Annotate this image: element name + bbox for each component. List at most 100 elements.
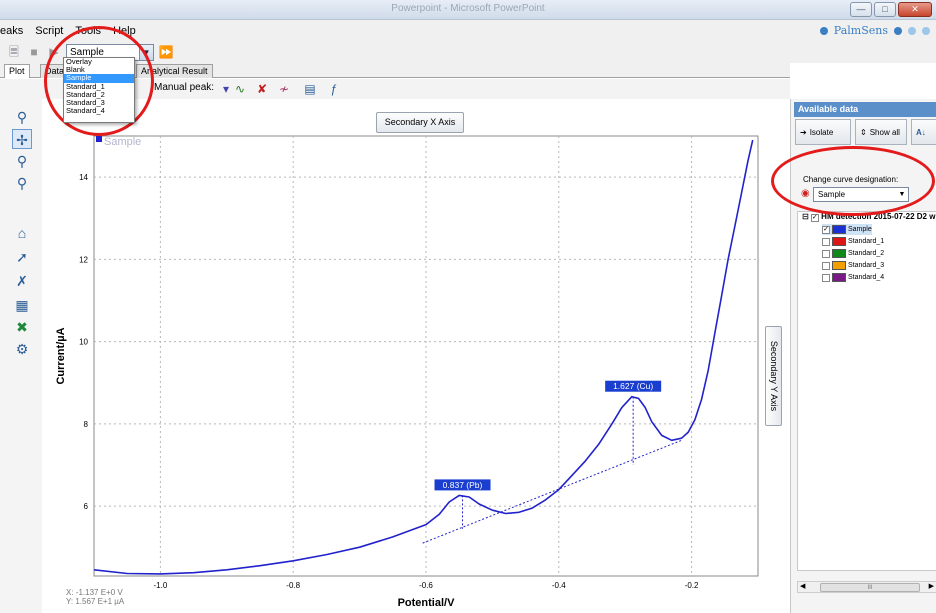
secondary-y-axis-button[interactable]: Secondary Y Axis <box>765 326 782 426</box>
chevron-down-icon[interactable]: ▼ <box>898 191 906 198</box>
sort-button[interactable]: A↓ <box>911 119 936 145</box>
function-icon[interactable]: ƒ <box>330 82 338 96</box>
x-tick-label: -0.8 <box>286 581 300 590</box>
x-tick-label: -1.0 <box>154 581 168 590</box>
coord-y: Y: 1.567 E+1 µA <box>66 597 125 606</box>
menu-peaks[interactable]: eaks <box>0 24 24 37</box>
window-title: Powerpoint - Microsoft PowerPoint <box>391 3 545 14</box>
available-data-panel: Available data ➔ Isolate ⇕ Show all A↓ C… <box>790 99 936 613</box>
scrollbar-thumb[interactable]: III <box>820 583 920 592</box>
dropdown-option-standard-4[interactable]: Standard_4 <box>66 106 105 116</box>
dropdown-arrow-icon[interactable]: ▾ <box>222 82 230 96</box>
scroll-left-icon[interactable]: ◀ <box>800 583 806 590</box>
minimize-button[interactable]: — <box>850 2 872 17</box>
brand-dot-icon <box>922 26 930 35</box>
y-axis-label: Current/µA <box>55 327 67 384</box>
menu-help[interactable]: Help <box>113 24 136 37</box>
tree-item-sample[interactable]: ✓ Sample <box>822 224 872 235</box>
plot-grid <box>94 136 758 576</box>
isolate-label: Isolate <box>809 127 834 137</box>
tree-root-node[interactable]: ⊟ ✓ HM detection 2015-07-22 D2 w <box>802 212 935 222</box>
plot-toolbar: Manual peak: ▾ ∿ ✘ ≁ ▤ ƒ <box>0 79 790 99</box>
y-tick-label: 8 <box>84 420 89 429</box>
sort-az-icon: A↓ <box>916 127 926 137</box>
change-curve-label: Change curve designation: <box>803 175 899 184</box>
stop-icon[interactable]: ■ <box>30 45 38 59</box>
settings-icon[interactable]: ⚙ <box>15 341 29 357</box>
zoom-icon[interactable]: ⚲ <box>16 109 28 125</box>
magnifier-icon[interactable]: ⚲ <box>16 153 28 169</box>
dropdown-option-overlay[interactable]: Overlay <box>66 57 92 66</box>
main-toolbar: 🗏 ■ ▶ Sample ▼ ⏩ <box>0 41 936 63</box>
tree-item-checkbox[interactable] <box>822 237 830 246</box>
axis-ticks: -1.0 -0.8 -0.6 -0.4 -0.2 6 8 10 12 14 <box>79 173 699 590</box>
window-controls: — □ ✕ <box>850 2 932 17</box>
tree-item-standard-3[interactable]: Standard_3 <box>822 260 884 271</box>
peak-detect-icon[interactable]: ⌂ <box>17 225 27 241</box>
fast-forward-icon[interactable]: ⏩ <box>158 45 174 59</box>
tree-item-standard-1[interactable]: Standard_1 <box>822 236 884 247</box>
x-tick-label: -0.4 <box>552 581 566 590</box>
secondary-x-axis-button[interactable]: Secondary X Axis <box>376 112 464 133</box>
curve-select-value: Sample <box>70 46 104 58</box>
excel-icon[interactable]: ✖ <box>16 319 28 335</box>
peak-label: 0.837 (Pb) <box>443 480 483 490</box>
add-peak-icon[interactable]: ∿ <box>234 82 246 96</box>
plot-area[interactable]: -1.0 -0.8 -0.6 -0.4 -0.2 6 8 10 12 14 0.837 (Pb) 1… <box>42 99 790 613</box>
y-tick-label: 12 <box>79 255 88 264</box>
brand-logo: PalmSens <box>819 24 930 37</box>
tree-item-label: Standard_3 <box>848 262 885 269</box>
curve-icon[interactable]: ➚ <box>16 249 28 265</box>
x-tick-label: -0.6 <box>419 581 433 590</box>
tree-collapse-icon[interactable]: ⊟ <box>802 212 809 221</box>
isolate-button[interactable]: ➔ Isolate <box>795 119 851 145</box>
tree-item-standard-2[interactable]: Standard_2 <box>822 248 884 259</box>
scroll-right-icon[interactable]: ▶ <box>928 583 934 590</box>
dropdown-option-standard-1[interactable]: Standard_1 <box>66 81 105 91</box>
tab-analytical-result[interactable]: Analytical Result <box>136 64 213 78</box>
scrollbar-grip: III <box>867 585 873 591</box>
panel-header: Available data <box>794 102 936 117</box>
color-swatch <box>832 237 846 246</box>
curve-designation-select[interactable]: Sample ▼ <box>813 187 909 202</box>
show-all-button[interactable]: ⇕ Show all <box>855 119 907 145</box>
secondary-y-axis-label: Secondary Y Axis <box>768 340 779 412</box>
dropdown-option-blank[interactable]: Blank <box>66 65 85 75</box>
tab-plot[interactable]: Plot <box>4 64 30 78</box>
chart-options-icon[interactable]: ▤ <box>304 82 316 96</box>
tree-root-checkbox[interactable]: ✓ <box>810 214 819 222</box>
coordinate-readout: X: -1.137 E+0 V Y: 1.567 E+1 µA <box>66 588 124 606</box>
chevron-down-icon[interactable]: ▼ <box>139 44 153 60</box>
dropdown-option-standard-2[interactable]: Standard_2 <box>66 89 105 99</box>
curve-designation-icon: ◉ <box>801 188 810 199</box>
series-group <box>93 139 754 575</box>
zoom-x-icon[interactable]: ⚲ <box>16 175 28 191</box>
menu-script[interactable]: Script <box>35 24 64 37</box>
tree-item-checkbox[interactable] <box>822 273 830 282</box>
dropdown-option-sample[interactable]: Sample <box>64 74 134 83</box>
tree-item-checkbox[interactable] <box>822 249 830 258</box>
manual-peak-label: Manual peak: <box>154 82 215 93</box>
remove-peak-icon[interactable]: ✘ <box>256 82 268 96</box>
peak-search-icon[interactable]: ≁ <box>278 82 290 96</box>
curve-tree: ⊟ ✓ HM detection 2015-07-22 D2 w ✓ Sampl… <box>797 211 936 571</box>
dropdown-option-standard-3[interactable]: Standard_3 <box>66 97 105 107</box>
horizontal-scrollbar[interactable]: ◀ III ▶ <box>797 581 936 593</box>
maximize-button[interactable]: □ <box>874 2 896 17</box>
color-swatch <box>832 273 846 282</box>
remove-curve-icon[interactable]: ✗ <box>16 273 28 289</box>
tree-item-label: Sample <box>848 226 872 233</box>
new-file-icon[interactable]: 🗏 <box>9 45 19 59</box>
table-icon[interactable]: ▦ <box>15 297 29 313</box>
close-button[interactable]: ✕ <box>898 2 932 17</box>
tree-item-standard-4[interactable]: Standard_4 <box>822 272 884 283</box>
play-icon[interactable]: ▶ <box>49 45 59 59</box>
menu-bar: eaks Script Tools Help <box>0 20 936 41</box>
peak-label: 1.627 (Cu) <box>613 381 653 391</box>
left-toolbar: ⚲ ✢ ⚲ ⚲ ⌂ ➚ ✗ ▦ ✖ ⚙ <box>0 99 42 613</box>
zoom-xy-icon[interactable]: ✢ <box>12 129 32 149</box>
color-swatch <box>832 261 846 270</box>
menu-tools[interactable]: Tools <box>75 24 102 37</box>
tree-item-checkbox[interactable] <box>822 261 830 270</box>
tree-item-checkbox[interactable]: ✓ <box>822 225 830 234</box>
